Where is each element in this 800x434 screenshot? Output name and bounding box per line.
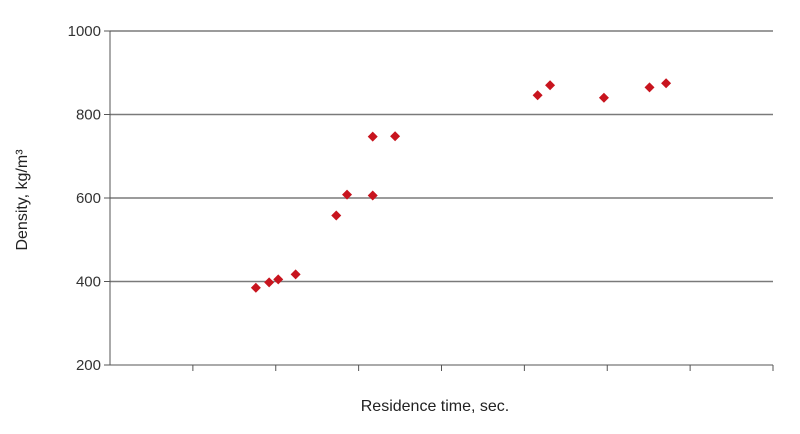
- data-point: [367, 131, 378, 142]
- data-point: [290, 269, 301, 280]
- data-points: [250, 78, 672, 293]
- gridlines: [110, 30, 773, 283]
- y-tick-label: 600: [76, 190, 101, 207]
- y-tick-label: 200: [76, 357, 101, 374]
- data-point: [367, 190, 378, 201]
- y-tick-label: 1000: [68, 23, 101, 40]
- y-axis-ticks: 200 400 600 800 1000: [68, 23, 110, 374]
- data-point: [545, 80, 556, 91]
- data-point: [598, 92, 609, 103]
- data-point: [250, 282, 261, 293]
- y-tick-label: 400: [76, 274, 101, 291]
- data-point: [661, 78, 672, 89]
- y-tick-label: 800: [76, 107, 101, 124]
- data-point: [342, 189, 353, 200]
- y-axis-title: Density, kg/m³: [14, 149, 31, 251]
- data-point: [532, 90, 543, 101]
- data-point: [264, 277, 275, 288]
- x-axis-ticks: [192, 365, 774, 371]
- data-point: [644, 82, 655, 93]
- x-axis-title: Residence time, sec.: [361, 398, 510, 415]
- data-point: [390, 131, 401, 142]
- data-point: [331, 210, 342, 221]
- data-point: [273, 274, 284, 285]
